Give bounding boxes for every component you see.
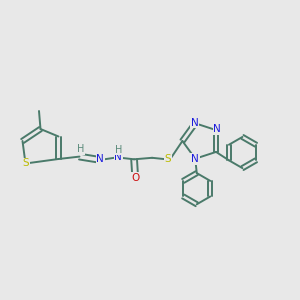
Text: O: O — [131, 173, 139, 183]
Text: N: N — [96, 154, 104, 164]
Text: H: H — [115, 145, 122, 155]
Text: H: H — [77, 144, 85, 154]
Text: N: N — [114, 152, 122, 163]
Text: N: N — [191, 154, 199, 164]
Text: N: N — [191, 118, 199, 128]
Text: N: N — [213, 124, 221, 134]
Text: S: S — [22, 158, 29, 169]
Text: S: S — [164, 154, 171, 164]
